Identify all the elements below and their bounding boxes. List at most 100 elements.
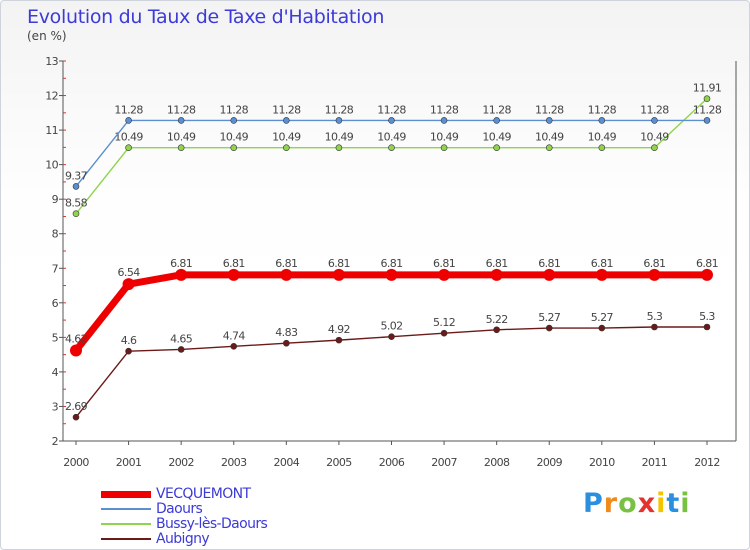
data-label: 4.92 [328, 323, 350, 336]
data-label: 10.49 [220, 131, 249, 144]
data-label: 2.69 [65, 400, 88, 413]
data-label: 11.28 [693, 103, 722, 116]
proxiti-logo: Proxiti [583, 488, 691, 519]
legend-label: Daours [156, 501, 203, 517]
y-tick-label: 9 [52, 193, 59, 206]
data-label: 11.28 [167, 103, 196, 116]
data-point [493, 326, 500, 334]
x-tick-label: 2007 [431, 456, 457, 469]
data-point [388, 144, 395, 152]
data-point [651, 323, 658, 331]
data-label: 4.6 [121, 334, 137, 347]
data-label: 6.81 [696, 257, 718, 270]
data-point [335, 144, 343, 152]
logo-letter: i [656, 488, 667, 519]
data-point [598, 324, 606, 332]
y-tick-label: 12 [45, 90, 58, 103]
data-label: 6.81 [328, 257, 350, 270]
data-point [283, 117, 290, 124]
data-point [280, 268, 293, 281]
series-bussy-l-s-daours: 8.58 10.49 10.49 10.49 10.49 10.49 10.49 10.49 1… [65, 82, 722, 217]
x-tick-label: 2011 [642, 456, 668, 469]
data-point [177, 144, 185, 152]
data-point [230, 343, 238, 350]
data-label: 11.28 [482, 103, 511, 116]
data-label: 10.49 [430, 131, 459, 144]
data-label: 5.12 [433, 316, 455, 329]
data-point [545, 117, 553, 124]
data-label: 11.91 [693, 82, 722, 95]
data-point [438, 268, 451, 281]
axes: 2 3 4 5 6 7 8 9 10 11 12 13 2000 2001 2002 2003 2004 2005… [45, 55, 737, 469]
data-label: 11.28 [272, 103, 301, 116]
y-tick-label: 10 [45, 159, 58, 172]
x-tick-label: 2001 [116, 456, 142, 469]
data-point [651, 144, 658, 152]
data-point [598, 117, 606, 124]
data-point [72, 413, 80, 421]
data-label: 6.81 [275, 257, 297, 270]
data-label: 11.28 [588, 103, 617, 116]
data-label: 10.49 [272, 131, 301, 144]
data-point [440, 144, 448, 152]
data-label: 4.65 [170, 332, 193, 345]
data-label: 11.28 [377, 103, 406, 116]
data-label: 10.49 [535, 131, 564, 144]
y-tick-label: 5 [52, 331, 59, 344]
data-point [703, 117, 711, 124]
data-label: 10.49 [640, 131, 669, 144]
y-tick-label: 3 [52, 400, 59, 413]
data-label: 10.49 [377, 131, 406, 144]
data-point [122, 278, 135, 291]
legend-swatch [101, 538, 151, 540]
data-point [545, 144, 553, 152]
data-point [230, 144, 238, 152]
data-point [545, 324, 553, 332]
legend-swatch [101, 508, 151, 510]
x-tick-label: 2000 [63, 456, 89, 469]
data-label: 5.22 [486, 313, 508, 326]
y-tick-label: 8 [52, 228, 59, 241]
data-point [440, 329, 448, 337]
series-daours: 9.37 11.28 11.28 11.28 11.28 11.28 11.28 11.28 1… [65, 103, 722, 190]
chart-title: Evolution du Taux de Taxe d'Habitation [27, 6, 385, 28]
x-tick-label: 2012 [694, 456, 720, 469]
data-label: 6.81 [170, 257, 192, 270]
data-label: 11.28 [220, 103, 249, 116]
data-point [335, 336, 343, 344]
data-label: 6.81 [380, 257, 402, 270]
data-point [332, 268, 345, 281]
x-tick-label: 2009 [536, 456, 562, 469]
data-label: 11.28 [430, 103, 459, 116]
x-tick-label: 2002 [168, 456, 194, 469]
legend-label: Bussy-lès-Daours [156, 516, 268, 532]
logo-letter: x [637, 488, 657, 519]
data-point [125, 347, 132, 355]
data-point [385, 268, 398, 281]
x-tick-label: 2003 [221, 456, 247, 469]
data-point [703, 95, 711, 102]
data-label: 9.37 [65, 169, 88, 182]
data-label: 6.81 [538, 257, 560, 270]
x-tick-label: 2004 [274, 456, 300, 469]
data-point [493, 144, 500, 152]
data-point [177, 346, 185, 353]
data-label: 10.49 [588, 131, 617, 144]
data-label: 8.58 [65, 197, 88, 210]
y-tick-label: 6 [52, 297, 59, 310]
data-point [72, 183, 80, 190]
data-point [125, 117, 132, 124]
data-label: 5.3 [647, 310, 663, 323]
legend-swatch [101, 523, 151, 525]
data-point [598, 144, 606, 152]
data-label: 11.28 [114, 103, 143, 116]
data-label: 10.49 [167, 131, 196, 144]
y-tick-label: 7 [52, 262, 59, 275]
y-tick-label: 4 [52, 366, 59, 379]
data-label: 4.62 [65, 332, 87, 345]
data-label: 10.49 [325, 131, 354, 144]
data-point [283, 144, 290, 152]
y-tick-label: 13 [45, 55, 58, 68]
